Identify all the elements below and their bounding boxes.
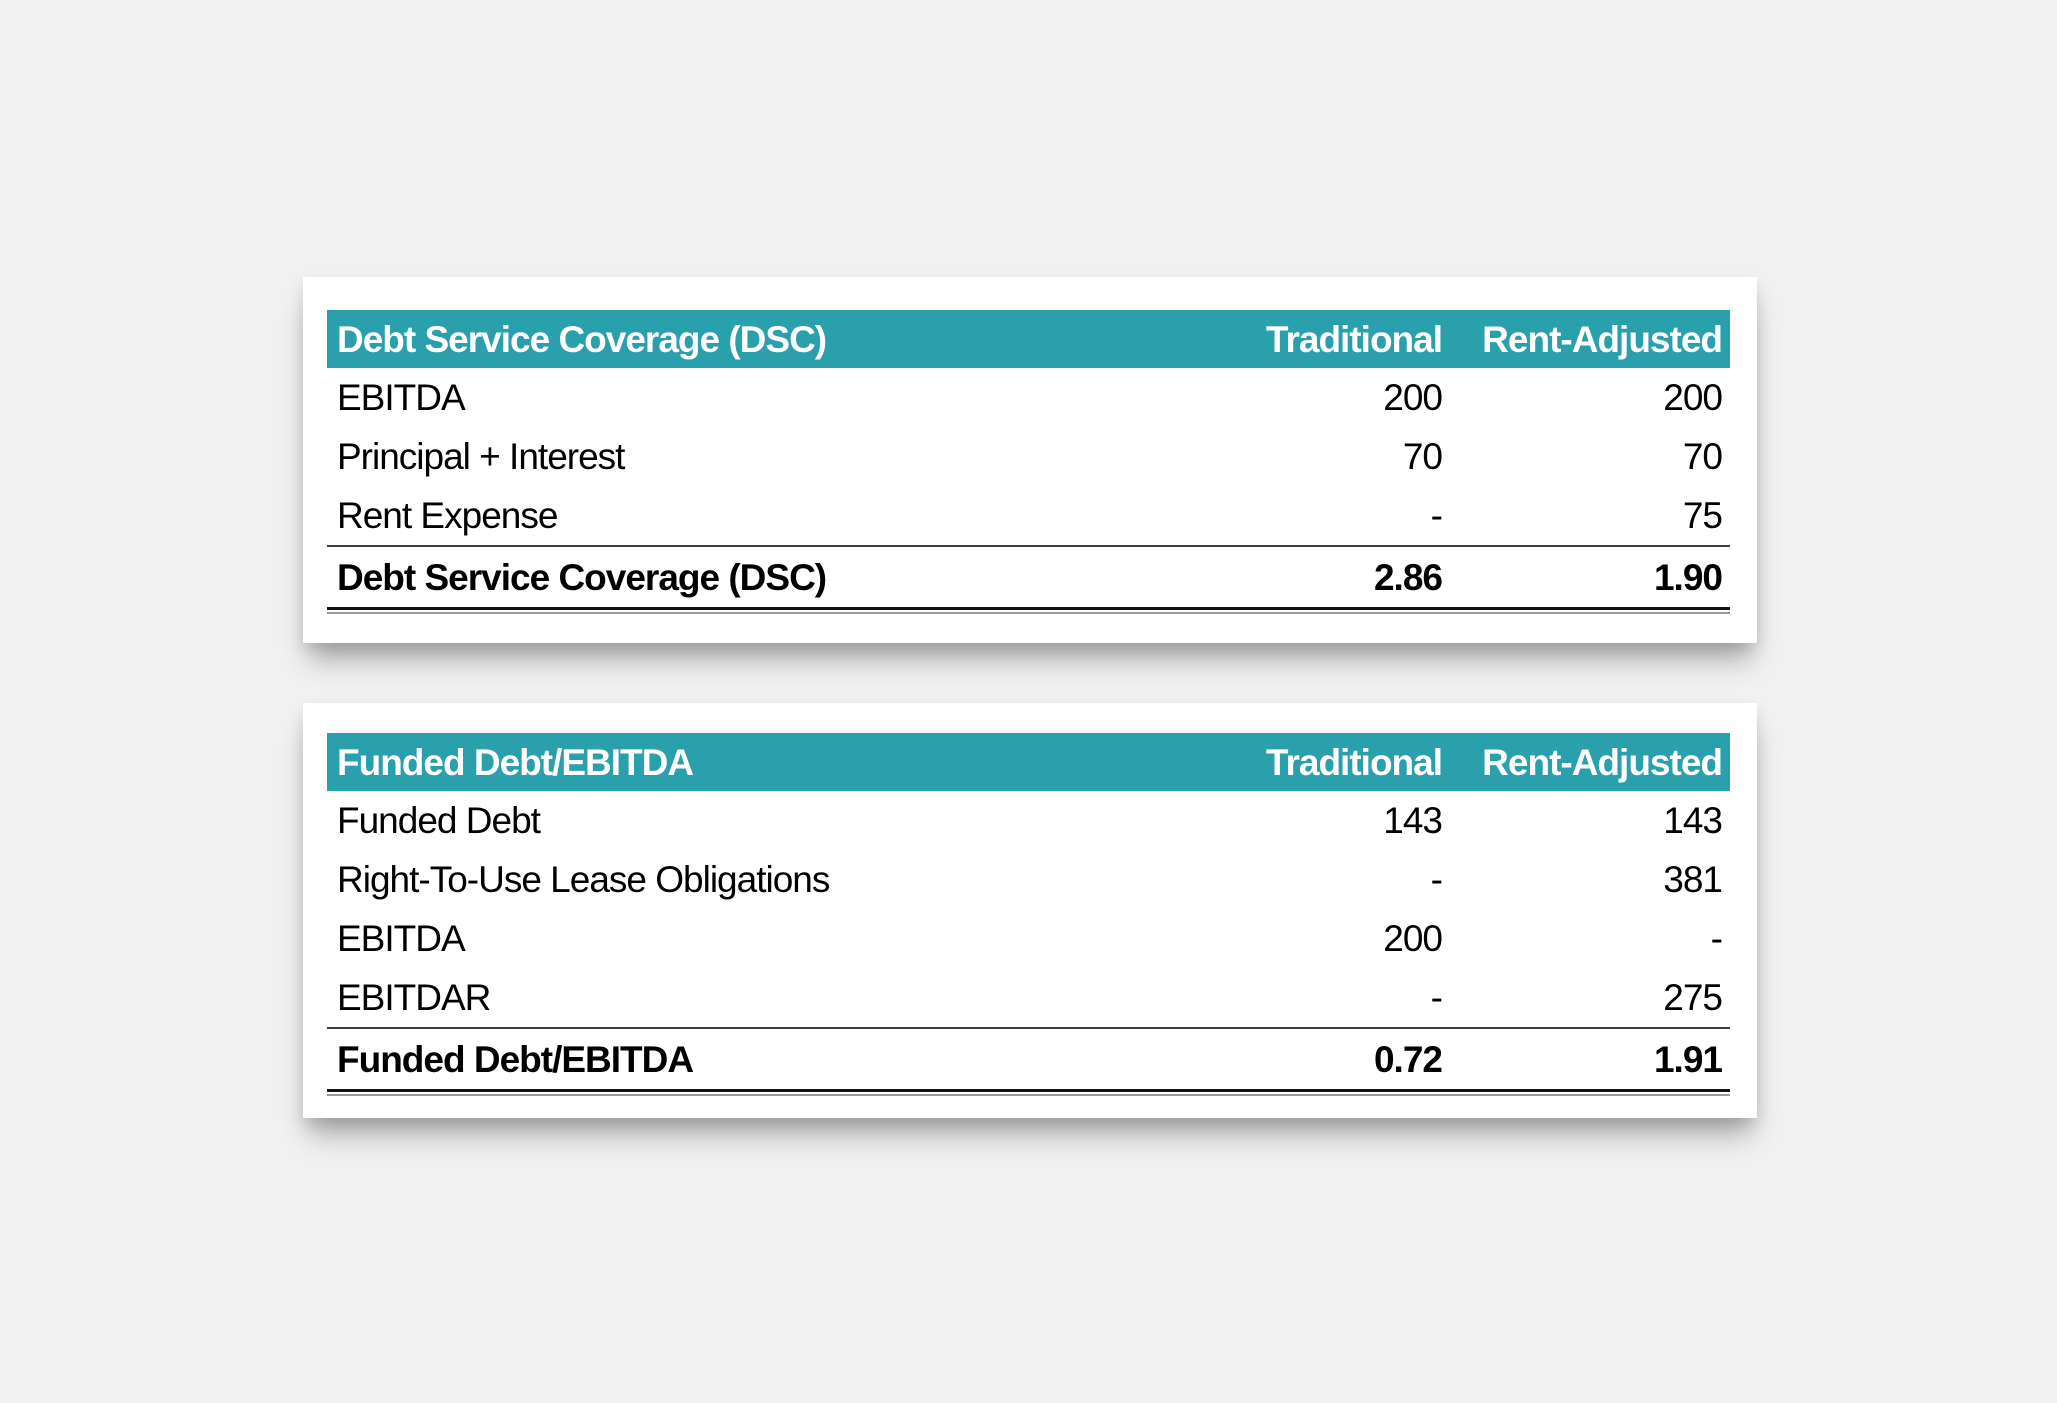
row-value-rent-adjusted: 275 <box>1663 977 1723 1018</box>
dsc-table-header-row: Debt Service Coverage (DSC) Traditional … <box>327 310 1730 368</box>
row-value-traditional: - <box>1430 859 1443 900</box>
row-value-rent-adjusted: 70 <box>1682 436 1723 477</box>
total-row: Debt Service Coverage (DSC) 2.86 1.90 <box>327 545 1730 610</box>
total-value-rent-adjusted: 1.90 <box>1653 556 1723 598</box>
funded-debt-table-header-row: Funded Debt/EBITDA Traditional Rent-Adju… <box>327 733 1730 791</box>
total-value-traditional: 2.86 <box>1373 556 1443 598</box>
dsc-table-card: Debt Service Coverage (DSC) Traditional … <box>303 277 1757 643</box>
total-label: Funded Debt/EBITDA <box>337 1038 694 1080</box>
funded-debt-column-header-rent-adjusted: Rent-Adjusted <box>1482 741 1723 783</box>
table-row: Right-To-Use Lease Obligations - 381 <box>327 850 1730 909</box>
row-label: Funded Debt <box>337 800 541 841</box>
table-row: EBITDAR - 275 <box>327 968 1730 1027</box>
row-value-rent-adjusted: 200 <box>1663 377 1723 418</box>
row-value-traditional: - <box>1430 495 1443 536</box>
funded-debt-table: Funded Debt/EBITDA Traditional Rent-Adju… <box>327 733 1730 1096</box>
total-row: Funded Debt/EBITDA 0.72 1.91 <box>327 1027 1730 1092</box>
row-label: Right-To-Use Lease Obligations <box>337 859 830 900</box>
dsc-table: Debt Service Coverage (DSC) Traditional … <box>327 310 1730 614</box>
row-value-traditional: 143 <box>1383 800 1443 841</box>
row-value-rent-adjusted: 381 <box>1663 859 1723 900</box>
total-value-traditional: 0.72 <box>1373 1038 1443 1080</box>
row-value-rent-adjusted: 75 <box>1682 495 1723 536</box>
row-value-traditional: 200 <box>1383 918 1443 959</box>
total-value-rent-adjusted: 1.91 <box>1653 1038 1723 1080</box>
funded-debt-table-card: Funded Debt/EBITDA Traditional Rent-Adju… <box>303 703 1757 1118</box>
table-row: Funded Debt 143 143 <box>327 791 1730 850</box>
row-value-traditional: - <box>1430 977 1443 1018</box>
dsc-column-header-traditional: Traditional <box>1265 318 1443 360</box>
row-value-traditional: 70 <box>1402 436 1443 477</box>
funded-debt-column-header-traditional: Traditional <box>1265 741 1443 783</box>
row-label: EBITDAR <box>337 977 491 1018</box>
table-row: Principal + Interest 70 70 <box>327 427 1730 486</box>
row-value-rent-adjusted: 143 <box>1663 800 1723 841</box>
row-label: EBITDA <box>337 918 466 959</box>
table-row: EBITDA 200 - <box>327 909 1730 968</box>
dsc-table-title: Debt Service Coverage (DSC) <box>337 318 827 360</box>
row-value-traditional: 200 <box>1383 377 1443 418</box>
row-value-rent-adjusted: - <box>1710 918 1723 959</box>
table-row: Rent Expense - 75 <box>327 486 1730 545</box>
row-label: Principal + Interest <box>337 436 625 477</box>
double-rule <box>327 1094 1730 1096</box>
table-row: EBITDA 200 200 <box>327 368 1730 427</box>
double-rule <box>327 612 1730 614</box>
dsc-column-header-rent-adjusted: Rent-Adjusted <box>1482 318 1723 360</box>
row-label: Rent Expense <box>337 495 558 536</box>
funded-debt-table-title: Funded Debt/EBITDA <box>337 741 694 783</box>
total-label: Debt Service Coverage (DSC) <box>337 556 827 598</box>
row-label: EBITDA <box>337 377 466 418</box>
